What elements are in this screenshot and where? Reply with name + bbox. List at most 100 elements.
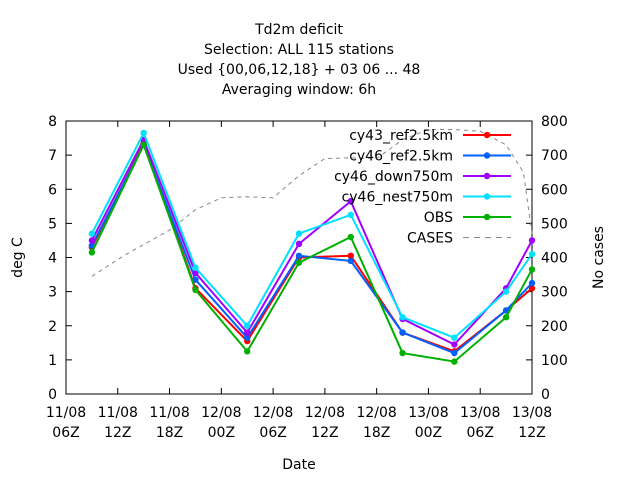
legend-marker-cy46-ref2-5km	[483, 152, 491, 159]
y2-tick-label: 100	[541, 353, 568, 369]
point-cy46-nest750m	[399, 314, 406, 321]
legend-label-cases: CASES	[407, 231, 453, 247]
x-tick-label-date: 13/08	[408, 405, 448, 421]
point-cy46-ref2-5km	[192, 276, 199, 283]
point-cy46-nest750m	[528, 250, 536, 258]
point-cy46-nest750m	[451, 334, 458, 341]
point-cy46-ref2-5km	[244, 334, 251, 341]
point-obs	[347, 233, 354, 241]
y-axis-label: deg C	[10, 237, 26, 278]
point-cy46-down750m	[347, 197, 354, 205]
point-cy46-ref2-5km	[451, 349, 458, 357]
x-tick-label-date: 13/08	[512, 405, 552, 421]
y-tick-label: 1	[48, 353, 57, 369]
x-tick-label-date: 12/08	[305, 405, 345, 421]
legend-marker-cy46-nest750m	[483, 193, 491, 200]
y2-tick-label: 600	[541, 182, 568, 198]
x-tick-label-date: 13/08	[460, 405, 500, 421]
y2-tick-label: 0	[541, 387, 550, 403]
point-obs	[88, 249, 96, 256]
point-cy46-ref2-5km	[347, 257, 354, 265]
series-line-obs	[90, 142, 533, 363]
x-tick-label-date: 12/08	[201, 405, 241, 421]
x-tick-label-hour: 12Z	[104, 425, 131, 441]
point-obs	[295, 259, 303, 266]
point-obs	[451, 358, 458, 365]
title-line: Used {00,06,12,18} + 03 06 ... 48	[178, 62, 421, 78]
point-cy43-ref2-5km	[528, 285, 536, 292]
x-axis-label: Date	[282, 457, 315, 473]
point-obs	[244, 348, 251, 355]
x-tick-label-hour: 12Z	[311, 425, 338, 441]
point-cy46-down750m	[528, 237, 536, 244]
y2-tick-label: 300	[541, 285, 568, 301]
legend-label-cy43-ref2-5km: cy43_ref2.5km	[349, 128, 453, 144]
y2-tick-label: 200	[541, 319, 568, 335]
x-tick-label-hour: 00Z	[208, 425, 235, 441]
x-axis: 11/08 06Z 11/08 12Z 11/08 18Z 12/08 00Z 12/08 06Z…	[46, 121, 552, 441]
point-cy43-ref2-5km	[347, 252, 354, 259]
y-axis-right: 0 100 200 300 400 500 600 700 800	[541, 114, 568, 403]
chart-title: Td2m deficit Selection: ALL 115 stations U…	[178, 22, 421, 98]
legend-marker-obs	[483, 213, 491, 221]
y2-tick-label: 800	[541, 114, 568, 130]
title-line: Selection: ALL 115 stations	[204, 42, 394, 58]
point-obs	[502, 314, 510, 321]
series-line-cy46-down750m	[90, 137, 533, 346]
point-cy46-down750m	[451, 341, 458, 348]
x-tick-label-date: 11/08	[149, 405, 189, 421]
legend-marker-cy43-ref2-5km	[483, 131, 491, 139]
y-tick-label: 8	[48, 114, 57, 130]
point-obs	[528, 266, 536, 273]
point-cy46-down750m	[192, 269, 199, 277]
series-layer	[88, 129, 536, 365]
x-tick-label-hour: 12Z	[518, 425, 545, 441]
x-tick-label-hour: 06Z	[52, 425, 79, 441]
point-cy46-down750m	[295, 240, 303, 248]
point-cy46-nest750m	[192, 264, 199, 271]
y2-tick-label: 400	[541, 251, 568, 267]
legend-label-cy46-nest750m: cy46_nest750m	[342, 190, 453, 206]
y2-axis-label: No cases	[591, 226, 607, 289]
point-cy46-nest750m	[347, 211, 354, 219]
x-tick-label-hour: 06Z	[259, 425, 286, 441]
point-cy46-nest750m	[140, 129, 147, 137]
title-line: Averaging window: 6h	[222, 82, 376, 98]
x-tick-label-date: 11/08	[98, 405, 138, 421]
point-cy46-ref2-5km	[528, 279, 536, 287]
series-line-cases	[91, 129, 533, 277]
x-tick-label-hour: 18Z	[363, 425, 390, 441]
point-cy46-nest750m	[244, 322, 251, 329]
x-tick-label-hour: 06Z	[467, 425, 494, 441]
x-tick-label-date: 12/08	[356, 405, 396, 421]
point-cy46-nest750m	[88, 230, 96, 237]
title-line: Td2m deficit	[254, 22, 343, 38]
x-tick-label-date: 12/08	[253, 405, 293, 421]
point-cy46-ref2-5km	[295, 252, 303, 259]
legend-marker-cy46-down750m	[483, 172, 491, 180]
x-tick-label-hour: 00Z	[415, 425, 442, 441]
legend-label-obs: OBS	[424, 210, 453, 226]
y-axis-left: 0 1 2 3 4 5 6 7 8	[48, 114, 532, 403]
y-tick-label: 6	[48, 182, 57, 198]
point-cy46-down750m	[88, 237, 96, 244]
legend: cy43_ref2.5km cy46_ref2.5km cy46_down750mc…	[334, 128, 511, 247]
point-obs	[399, 349, 406, 357]
point-cy46-ref2-5km	[399, 329, 406, 336]
y-tick-label: 4	[48, 251, 57, 267]
y-tick-label: 7	[48, 148, 57, 164]
series-line-cy46-nest750m	[90, 130, 533, 339]
x-tick-label-date: 11/08	[46, 405, 86, 421]
point-obs	[140, 141, 147, 149]
point-obs	[192, 286, 199, 294]
y-tick-label: 3	[48, 285, 57, 301]
series-line-cy46-ref2-5km	[90, 142, 533, 355]
y2-tick-label: 500	[541, 216, 568, 232]
point-cy46-nest750m	[295, 230, 303, 237]
point-cy46-ref2-5km	[502, 307, 510, 314]
y-tick-label: 2	[48, 319, 57, 335]
y-tick-label: 5	[48, 216, 57, 232]
legend-label-cy46-down750m: cy46_down750m	[334, 169, 453, 185]
legend-label-cy46-ref2-5km: cy46_ref2.5km	[349, 149, 453, 165]
